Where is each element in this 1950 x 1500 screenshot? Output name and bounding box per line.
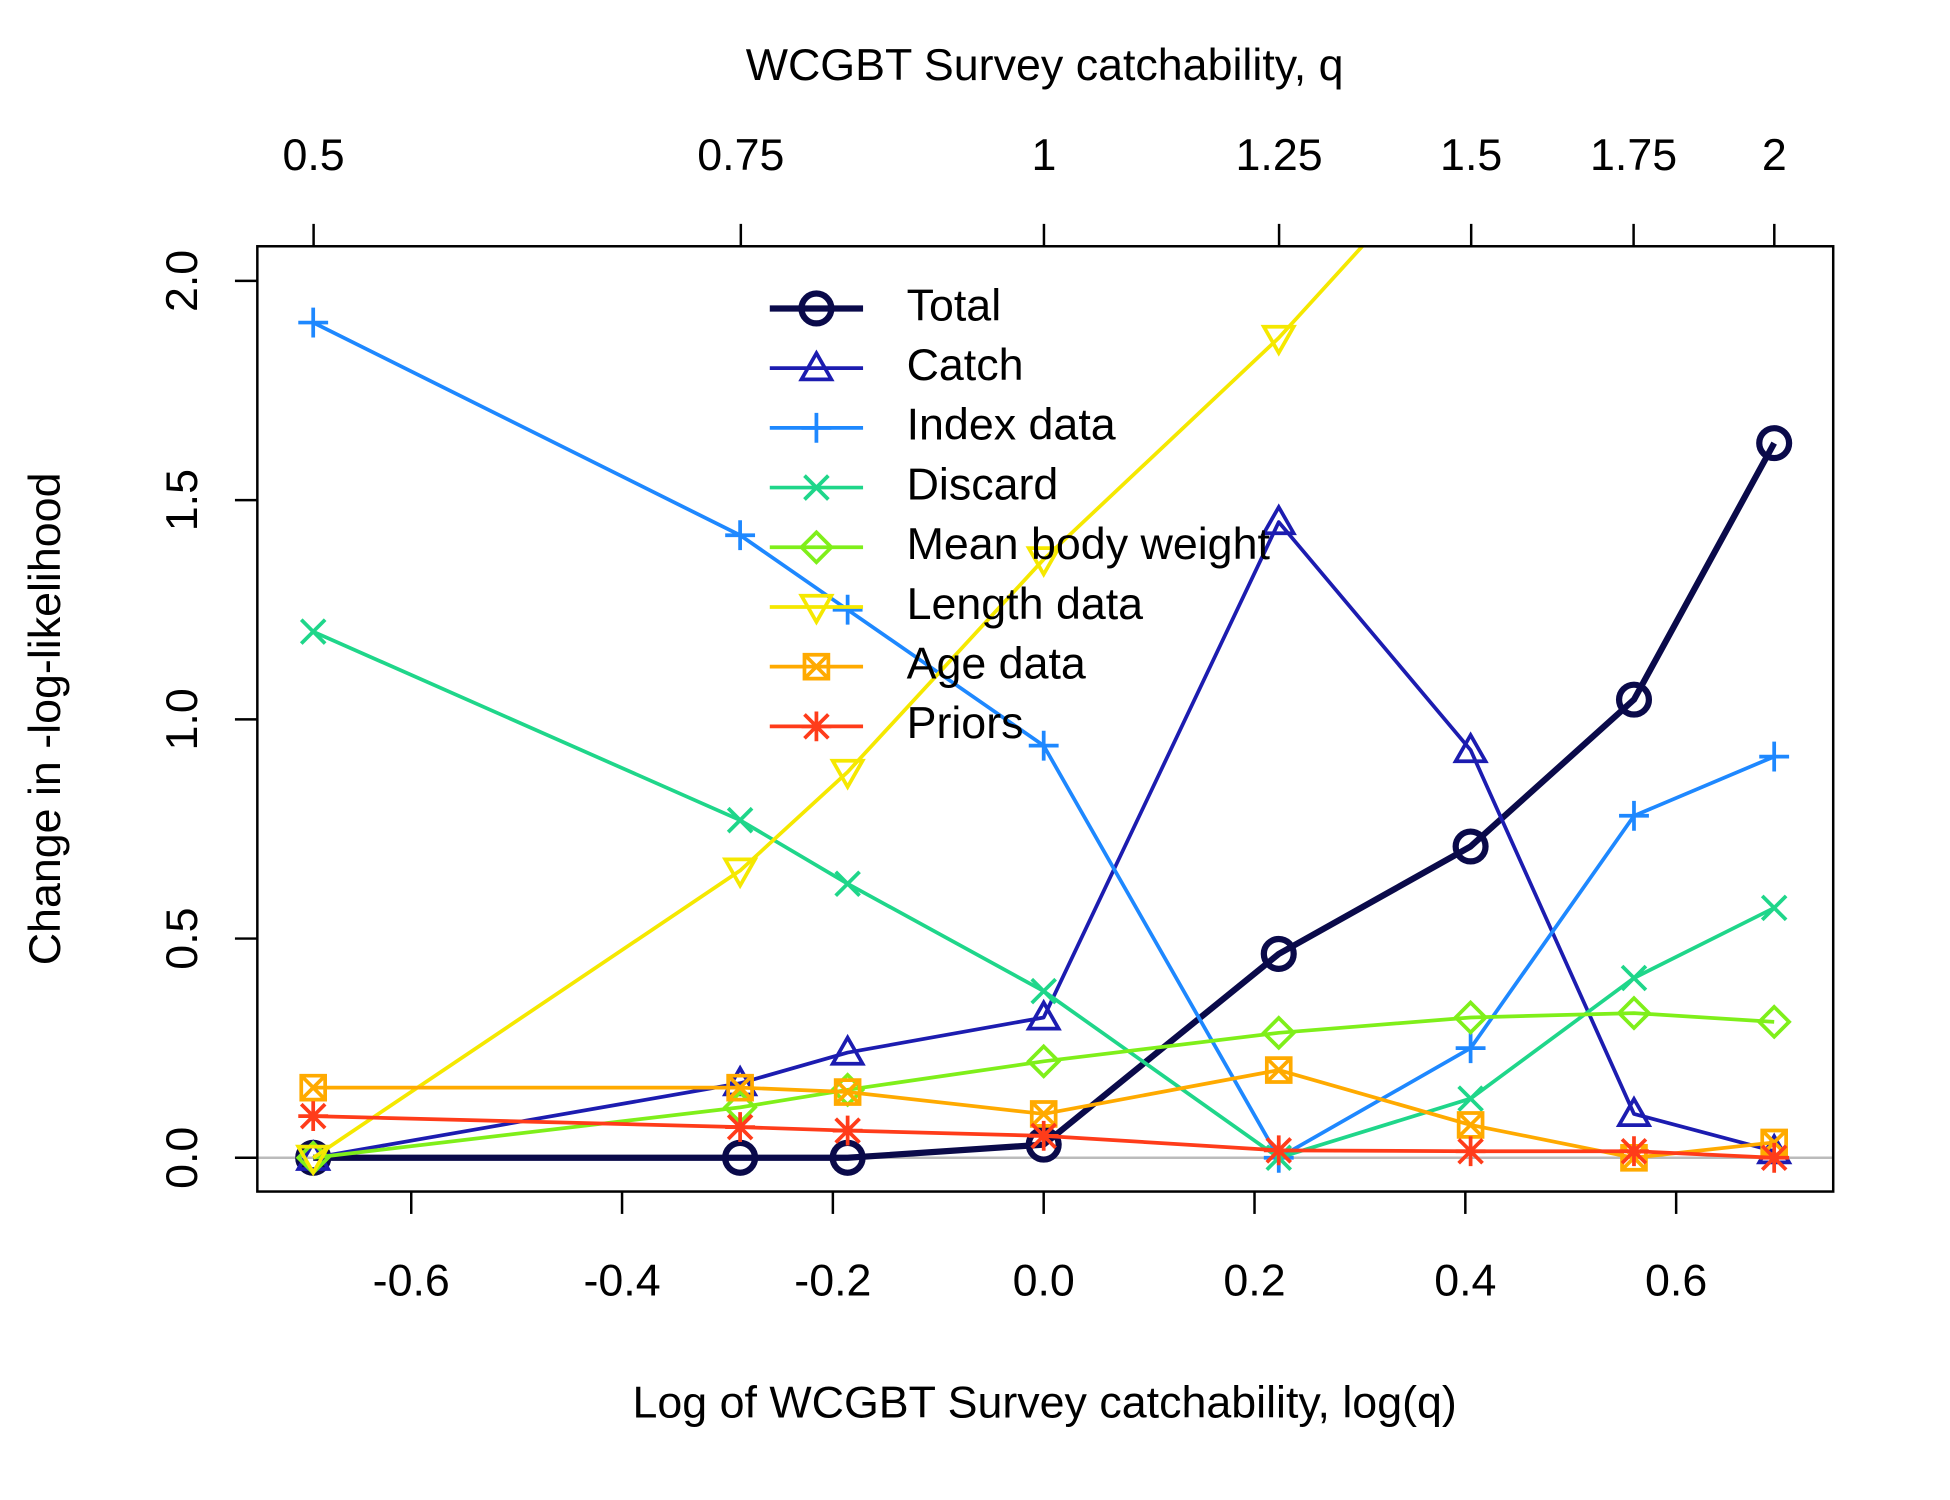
point-marker — [726, 806, 754, 834]
legend-label: Discard — [907, 459, 1059, 509]
point-marker — [1759, 1142, 1790, 1173]
x-tick-label: 0.4 — [1434, 1255, 1496, 1305]
point-marker — [1025, 998, 1062, 1031]
point-marker — [725, 1112, 756, 1143]
point-marker — [1260, 935, 1297, 972]
plot-frame — [256, 245, 1835, 1193]
x-tick-label: -0.6 — [373, 1255, 450, 1305]
legend-label: Index data — [907, 400, 1116, 450]
point-marker — [829, 1033, 866, 1066]
legend-label: Catch — [907, 340, 1024, 390]
legend-label: Length data — [907, 579, 1144, 629]
y-tick-label: 0.0 — [157, 1127, 207, 1189]
x2-tick-label: 0.5 — [282, 130, 344, 180]
point-marker — [295, 1144, 332, 1177]
legend-marker — [798, 349, 835, 382]
x2-tick-label: 1.5 — [1440, 130, 1502, 180]
y-tick-label: 0.5 — [157, 907, 207, 969]
point-marker — [1452, 828, 1489, 865]
legend-label: Age data — [907, 638, 1086, 688]
point-marker — [1030, 977, 1057, 1005]
point-marker — [1453, 999, 1489, 1036]
point-marker — [1028, 730, 1059, 761]
point-marker — [832, 594, 863, 625]
point-marker — [833, 1078, 862, 1106]
x2-tick-label: 1 — [1031, 130, 1056, 180]
legend-marker — [798, 529, 834, 565]
plot-area — [295, 246, 1793, 1177]
x-axis-label: Log of WCGBT Survey catchability, log(q) — [632, 1377, 1456, 1427]
point-marker — [1756, 1004, 1792, 1040]
point-marker — [1619, 800, 1649, 831]
point-marker — [832, 1115, 863, 1146]
point-marker — [1028, 1120, 1059, 1151]
series-line — [312, 320, 1775, 1160]
legend-marker — [801, 412, 832, 443]
series-line — [312, 629, 1776, 1160]
point-marker — [1455, 1033, 1486, 1064]
point-marker — [722, 1139, 759, 1176]
legend-label: Mean body weight — [907, 519, 1271, 569]
point-marker — [1025, 546, 1062, 578]
x-tick-label: 0.2 — [1223, 1255, 1285, 1305]
point-marker — [299, 1073, 328, 1102]
point-marker — [1260, 324, 1297, 357]
x-tick-label: -0.2 — [794, 1255, 871, 1305]
point-marker — [1456, 1111, 1485, 1139]
legend-marker — [801, 711, 832, 742]
point-marker — [726, 1073, 754, 1102]
point-marker — [1264, 1056, 1293, 1084]
y-axis-label: Change in -log-likelihood — [20, 473, 70, 966]
point-marker — [1620, 964, 1648, 992]
x2-tick-label: 2 — [1762, 130, 1787, 180]
legend-label: Total — [907, 280, 1002, 330]
x-tick-label: 0.6 — [1645, 1255, 1707, 1305]
point-marker — [299, 618, 327, 645]
legend-marker — [798, 290, 835, 327]
point-marker — [721, 857, 759, 890]
point-marker — [1263, 1135, 1294, 1166]
point-marker — [298, 307, 329, 338]
point-marker — [1615, 681, 1653, 718]
point-marker — [1619, 1136, 1649, 1167]
chart-title: WCGBT Survey catchability, q — [746, 40, 1344, 90]
y-tick-label: 2.0 — [157, 250, 207, 312]
legend-marker — [803, 474, 830, 501]
legend-marker — [798, 593, 835, 626]
point-marker — [1025, 1126, 1062, 1163]
point-marker — [1760, 894, 1788, 922]
point-marker — [1759, 741, 1790, 772]
point-marker — [725, 520, 756, 551]
x2-tick-label: 0.75 — [697, 130, 784, 180]
point-marker — [1457, 1085, 1484, 1112]
point-marker — [1616, 995, 1652, 1031]
point-marker — [1615, 1095, 1653, 1127]
point-marker — [1452, 731, 1489, 764]
background — [11, 0, 1939, 1500]
point-marker — [1260, 503, 1297, 536]
point-marker — [298, 1101, 329, 1132]
legend-label: Priors — [907, 698, 1024, 748]
point-marker — [829, 758, 866, 791]
y-tick-label: 1.5 — [157, 469, 207, 531]
series-line — [312, 1011, 1775, 1160]
series-line — [312, 246, 1365, 1160]
x-tick-label: -0.4 — [583, 1255, 660, 1305]
series-line — [312, 520, 1775, 1160]
legend-marker — [802, 652, 831, 681]
point-marker — [1026, 1043, 1062, 1079]
x-tick-label: 0.0 — [1013, 1255, 1075, 1305]
point-marker — [829, 1139, 866, 1176]
x2-tick-label: 1.25 — [1236, 130, 1323, 180]
point-marker — [1756, 425, 1793, 462]
point-marker — [834, 870, 861, 898]
point-marker — [1455, 1136, 1486, 1167]
y-tick-label: 1.0 — [157, 688, 207, 750]
series-line — [313, 1114, 1775, 1160]
point-marker — [1261, 1015, 1297, 1051]
x2-tick-label: 1.75 — [1590, 130, 1677, 180]
